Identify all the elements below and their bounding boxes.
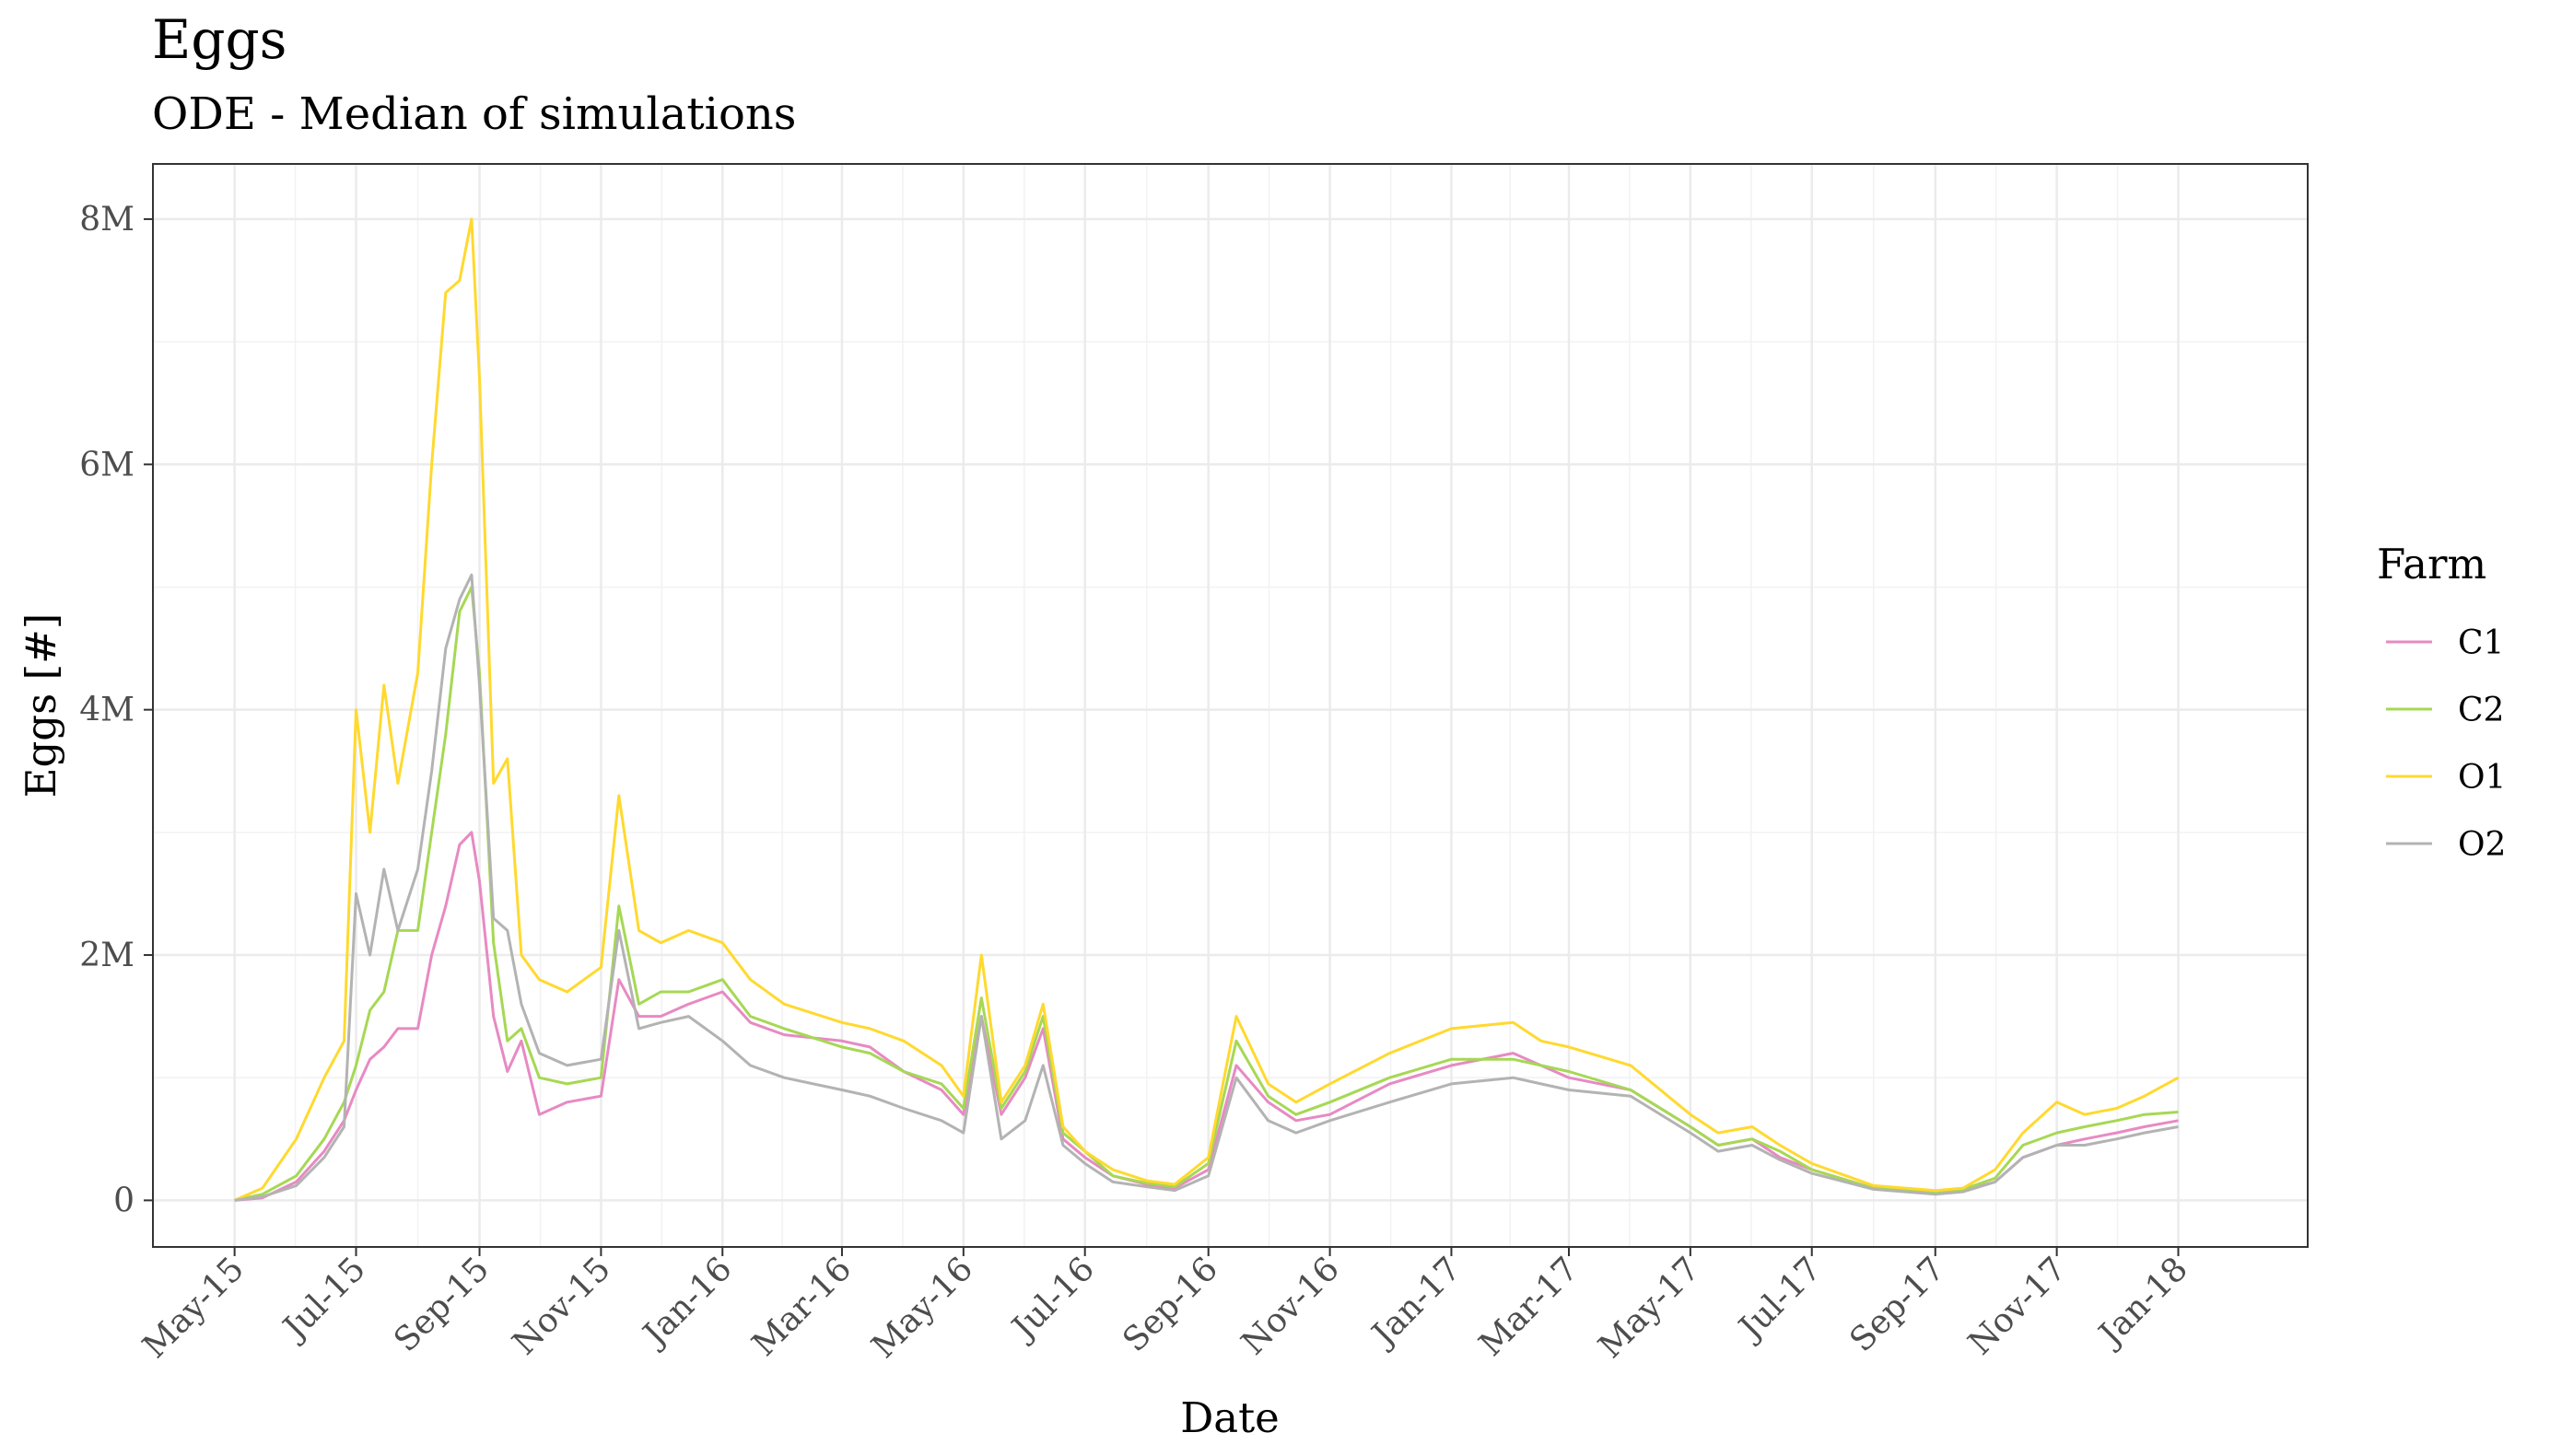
- x-axis-title: Date: [1180, 1393, 1280, 1442]
- x-tick-label: Sep-17: [1842, 1250, 1952, 1359]
- series-line-o1: [233, 217, 2180, 1202]
- x-tick-label: Jul-17: [1730, 1250, 1830, 1349]
- grid-lines: [153, 164, 2308, 1247]
- y-axis-title: Eggs [#]: [17, 613, 65, 798]
- x-axis: May-15 Jul-15 Sep-15 Nov-15 Jan-16 Mar-16 May-…: [135, 1247, 2195, 1366]
- series-line-o2: [234, 573, 2179, 1202]
- y-tick-label: 8M: [79, 201, 135, 239]
- x-tick-label: Sep-15: [387, 1250, 497, 1359]
- x-tick-label: May-17: [1592, 1250, 1708, 1366]
- x-tick-label: May-16: [865, 1250, 981, 1366]
- y-tick-label: 6M: [79, 446, 135, 483]
- x-tick-label: Mar-16: [745, 1250, 859, 1363]
- x-tick-label: Sep-16: [1116, 1250, 1225, 1359]
- x-tick-label: Mar-17: [1472, 1250, 1585, 1363]
- series-line-c1: [234, 831, 2179, 1202]
- x-tick-label: Jan-17: [1363, 1250, 1468, 1356]
- x-tick-label: Nov-17: [1961, 1250, 2074, 1362]
- chart-title: Eggs: [152, 8, 287, 71]
- series-line-c2: [234, 586, 2179, 1202]
- plot-border: [152, 163, 2309, 1248]
- x-tick-label: Jul-15: [274, 1250, 373, 1349]
- y-tick-label: 2M: [79, 937, 135, 974]
- legend-label-c1: C1: [2458, 624, 2504, 662]
- y-tick-label: 0: [113, 1182, 135, 1219]
- chart-subtitle: ODE - Median of simulations: [152, 88, 796, 140]
- x-tick-label: Jan-16: [634, 1250, 740, 1356]
- x-tick-label: May-15: [135, 1250, 251, 1366]
- x-tick-label: Jan-18: [2089, 1250, 2195, 1356]
- series-lines: [233, 217, 2180, 1202]
- y-tick-label: 4M: [79, 692, 135, 729]
- legend-label-o2: O2: [2458, 826, 2506, 864]
- x-tick-label: Nov-15: [506, 1250, 618, 1362]
- x-tick-label: Jul-16: [1002, 1250, 1102, 1349]
- legend-title: Farm: [2377, 540, 2486, 588]
- y-axis: 0 2M 4M 6M 8M: [79, 201, 153, 1219]
- x-tick-label: Nov-16: [1234, 1250, 1347, 1362]
- legend-label-c2: C2: [2458, 692, 2504, 729]
- legend: Farm C1 C2 O1 O2: [2377, 540, 2506, 864]
- legend-label-o1: O1: [2458, 759, 2506, 797]
